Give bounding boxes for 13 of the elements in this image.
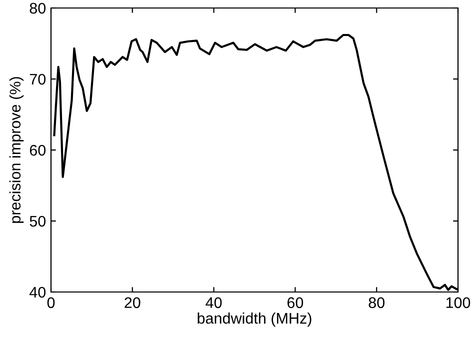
x-tick-label: 40 <box>206 297 222 308</box>
y-axis-title: precision improve (%) <box>9 77 24 223</box>
x-tick-label: 0 <box>47 297 55 308</box>
y-tick-label: 60 <box>30 144 46 156</box>
x-tick-label: 60 <box>287 297 304 308</box>
x-tick-label: 80 <box>368 297 384 308</box>
x-tick-label: 100 <box>446 297 470 308</box>
y-tick-label: 80 <box>30 2 46 14</box>
x-axis-title: bandwidth (MHz) <box>198 312 312 327</box>
y-tick-label: 40 <box>30 286 46 298</box>
y-tick-label: 50 <box>30 216 46 227</box>
y-tick-label: 70 <box>30 74 46 85</box>
x-tick-label: 20 <box>124 297 140 308</box>
